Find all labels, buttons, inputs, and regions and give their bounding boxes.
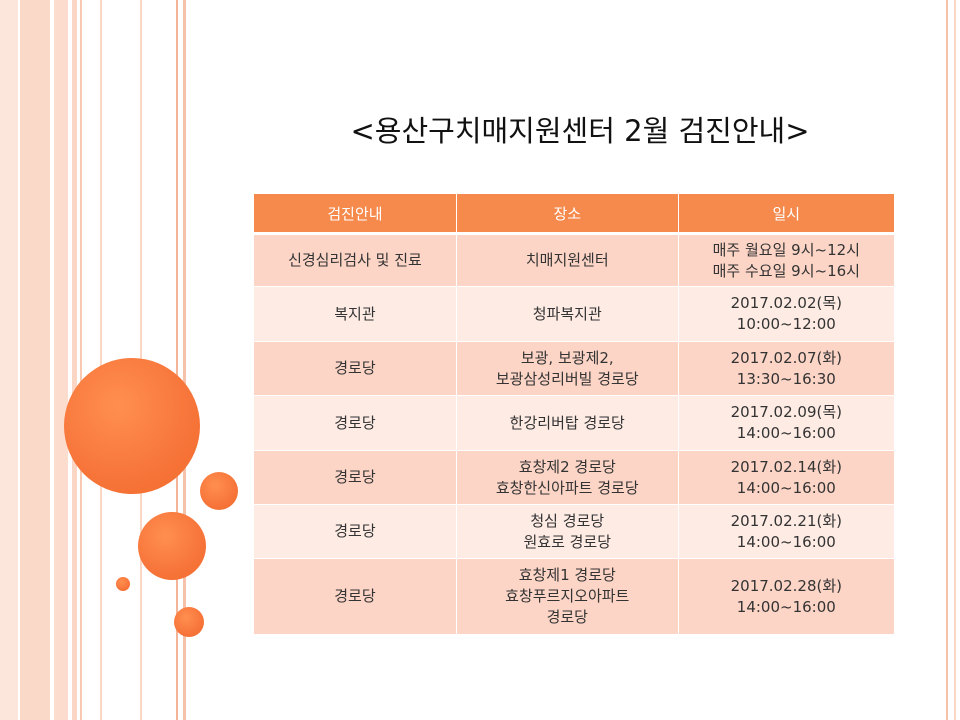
cell-location: 한강리버탑 경로당 bbox=[456, 395, 679, 451]
cell-datetime: 2017.02.14(화) 14:00~16:00 bbox=[678, 450, 894, 505]
table-header-row: 검진안내 장소 일시 bbox=[254, 194, 894, 235]
decorative-circle-small bbox=[174, 607, 204, 637]
cell-location: 보광, 보광제2, 보광삼성리버빌 경로당 bbox=[456, 341, 679, 396]
table-row: 경로당 효창제1 경로당 효창푸르지오아파트 경로당 2017.02.28(화) 14… bbox=[254, 558, 894, 635]
cell-exam-type: 복지관 bbox=[254, 286, 457, 342]
cell-location: 효창제2 경로당 효창한신아파트 경로당 bbox=[456, 450, 679, 505]
decorative-right-lines bbox=[940, 0, 960, 720]
cell-datetime: 2017.02.07(화) 13:30~16:30 bbox=[678, 341, 894, 396]
decorative-circle-medium bbox=[138, 512, 206, 580]
slide-title: <용산구치매지원센터 2월 검진안내> bbox=[350, 114, 810, 148]
table-row: 신경심리검사 및 진료 치매지원센터 매주 월요일 9시~12시 매주 수요일 9… bbox=[254, 233, 894, 287]
cell-datetime: 매주 월요일 9시~12시 매주 수요일 9시~16시 bbox=[678, 233, 894, 287]
table-row: 경로당 효창제2 경로당 효창한신아파트 경로당 2017.02.14(화) 14:… bbox=[254, 450, 894, 505]
header-exam-type: 검진안내 bbox=[254, 194, 457, 235]
table-row: 경로당 보광, 보광제2, 보광삼성리버빌 경로당 2017.02.07(화) 13… bbox=[254, 341, 894, 396]
cell-datetime: 2017.02.21(화) 14:00~16:00 bbox=[678, 504, 894, 559]
cell-location: 청파복지관 bbox=[456, 286, 679, 342]
header-location: 장소 bbox=[456, 194, 679, 235]
cell-exam-type: 경로당 bbox=[254, 450, 457, 505]
table-row: 경로당 한강리버탑 경로당 2017.02.09(목) 14:00~16:00 bbox=[254, 395, 894, 451]
cell-location: 효창제1 경로당 효창푸르지오아파트 경로당 bbox=[456, 558, 679, 635]
cell-exam-type: 경로당 bbox=[254, 395, 457, 451]
cell-exam-type: 경로당 bbox=[254, 558, 457, 635]
decorative-circle-tiny bbox=[116, 577, 130, 591]
cell-exam-type: 경로당 bbox=[254, 504, 457, 559]
header-datetime: 일시 bbox=[678, 194, 894, 235]
cell-datetime: 2017.02.02(목) 10:00~12:00 bbox=[678, 286, 894, 342]
decorative-stripes bbox=[0, 0, 200, 720]
cell-datetime: 2017.02.28(화) 14:00~16:00 bbox=[678, 558, 894, 635]
cell-location: 청심 경로당 원효로 경로당 bbox=[456, 504, 679, 559]
cell-datetime: 2017.02.09(목) 14:00~16:00 bbox=[678, 395, 894, 451]
cell-exam-type: 신경심리검사 및 진료 bbox=[254, 233, 457, 287]
table-row: 복지관 청파복지관 2017.02.02(목) 10:00~12:00 bbox=[254, 286, 894, 342]
cell-exam-type: 경로당 bbox=[254, 341, 457, 396]
decorative-circle-small bbox=[200, 472, 238, 510]
cell-location: 치매지원센터 bbox=[456, 233, 679, 287]
table-row: 경로당 청심 경로당 원효로 경로당 2017.02.21(화) 14:00~16:… bbox=[254, 504, 894, 559]
decorative-circle-large bbox=[64, 358, 200, 494]
schedule-table: 검진안내 장소 일시 신경심리검사 및 진료 치매지원센터 매주 월요일 9시~… bbox=[254, 194, 894, 635]
